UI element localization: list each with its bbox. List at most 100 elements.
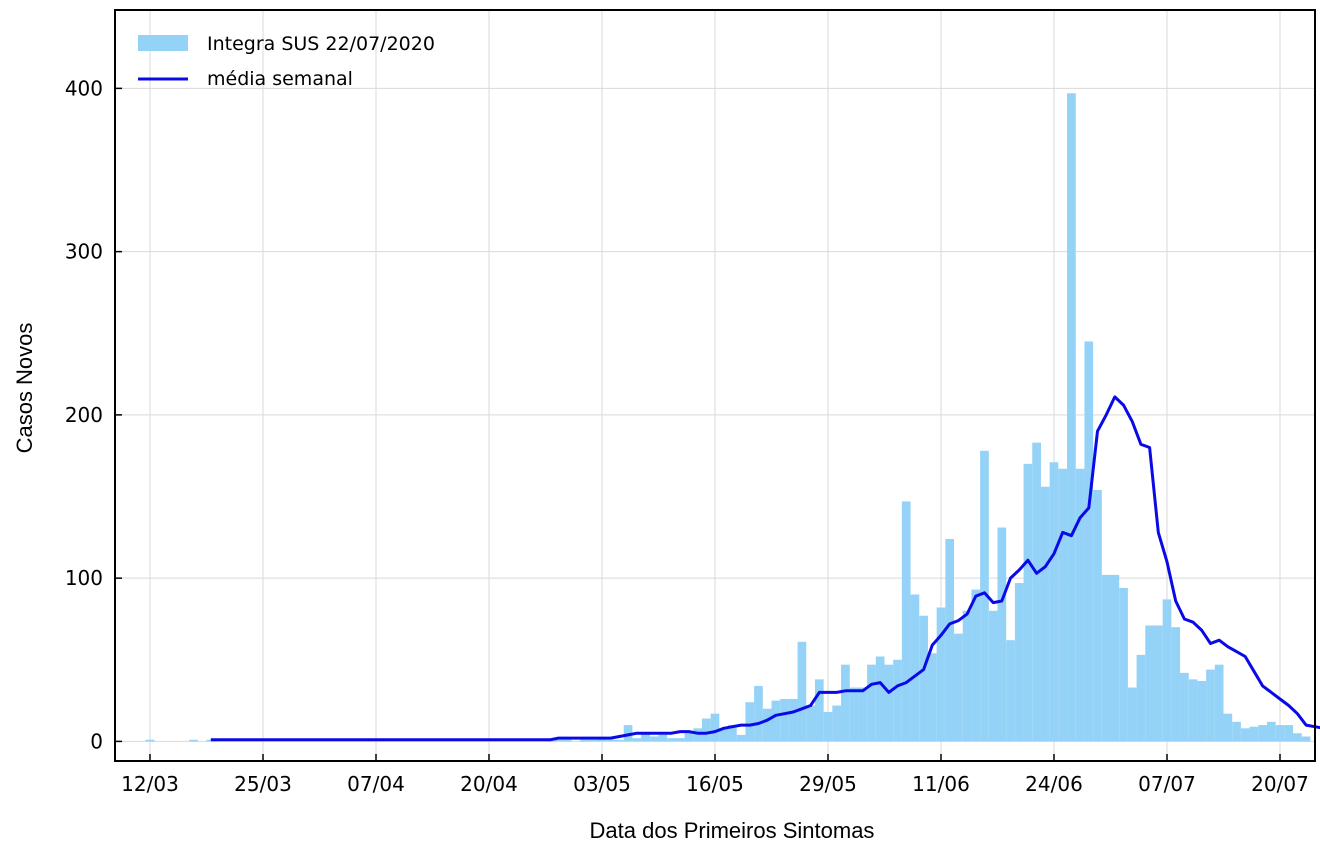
x-tick-label: 07/04 [347,772,405,796]
y-tick-label: 400 [65,76,103,100]
bar [1153,625,1163,742]
legend: Integra SUS 22/07/2020 média semanal [138,33,435,90]
bar [710,713,720,742]
bar [754,685,763,742]
bar [1127,687,1137,742]
x-tick-label: 25/03 [234,772,292,796]
bar [189,739,198,742]
bar [719,728,729,742]
bar [597,738,607,742]
bar [1266,721,1276,742]
bar [997,527,1007,742]
bar [615,739,624,742]
y-axis-label: Casos Novos [12,323,37,454]
bar [849,687,859,742]
bar [1101,574,1111,742]
bar [1162,599,1172,742]
bar [771,700,781,742]
bar [1136,654,1146,742]
bar [693,728,702,742]
bar [1232,721,1241,742]
bar [684,733,694,742]
bar [884,664,894,742]
x-tick-label: 03/05 [573,772,631,796]
y-tick-label: 200 [65,403,103,427]
legend-swatch-bars [138,35,188,51]
bar [936,607,946,742]
x-tick-label: 11/06 [912,772,970,796]
bar [606,739,616,742]
bar [588,739,598,742]
x-tick-label: 07/07 [1138,772,1196,796]
x-tick-label: 29/05 [799,772,857,796]
bar [806,705,815,742]
bar [867,664,876,742]
bar [875,656,885,742]
bar [823,712,833,742]
bar [980,450,989,742]
x-tick-label: 24/06 [1025,772,1083,796]
bar [1058,468,1068,742]
bar [649,736,659,742]
bar [1258,725,1267,742]
bar [1145,625,1154,742]
x-tick-label: 20/04 [460,772,518,796]
bar [1110,574,1120,742]
bar [1223,713,1233,742]
bar [658,734,668,742]
bar [988,610,998,742]
y-axis-ticks: 0 100 200 300 400 [65,76,122,753]
bar [1214,664,1224,742]
bar [580,739,589,742]
bar [893,659,902,742]
bar [962,610,972,742]
bar [945,538,955,742]
legend-label-bars: Integra SUS 22/07/2020 [207,33,435,55]
x-tick-label: 20/07 [1251,772,1309,796]
bar [1093,489,1102,742]
bar [1293,733,1302,742]
bar [1206,669,1215,742]
y-tick-label: 300 [65,240,103,264]
bar [1040,486,1050,742]
bar [554,739,563,742]
bar [910,594,920,742]
bar [1075,468,1085,742]
bar [1171,627,1181,742]
bar [745,702,755,742]
bar [1284,725,1294,742]
bar [1032,442,1041,742]
bar [841,664,850,742]
weekly-average-line [210,395,1320,742]
bar [788,698,798,742]
bar [814,679,824,742]
bar [623,725,633,742]
bar [701,718,711,742]
bar [736,734,746,742]
bar [1119,587,1128,742]
bar [675,738,685,742]
bar [1023,463,1033,742]
grid-lines [115,10,1315,761]
bar-series [145,93,1311,742]
bar [728,725,737,742]
bar [901,501,911,742]
bar [797,641,807,742]
bar [1301,736,1311,742]
bar [954,633,963,742]
bar [971,589,981,742]
bar [562,739,572,742]
legend-label-line: média semanal [207,68,353,90]
bar [1275,725,1285,742]
bar [145,739,155,742]
bar [1006,640,1015,742]
bar [919,615,928,742]
bar [1197,681,1207,742]
y-tick-label: 0 [90,729,103,753]
bar [1084,341,1094,742]
bar [1067,93,1076,742]
x-axis-ticks: 12/03 25/03 07/04 20/04 03/05 16/05 29/05 11/06… [121,754,1309,796]
bar [1180,672,1189,742]
bar [927,653,937,742]
